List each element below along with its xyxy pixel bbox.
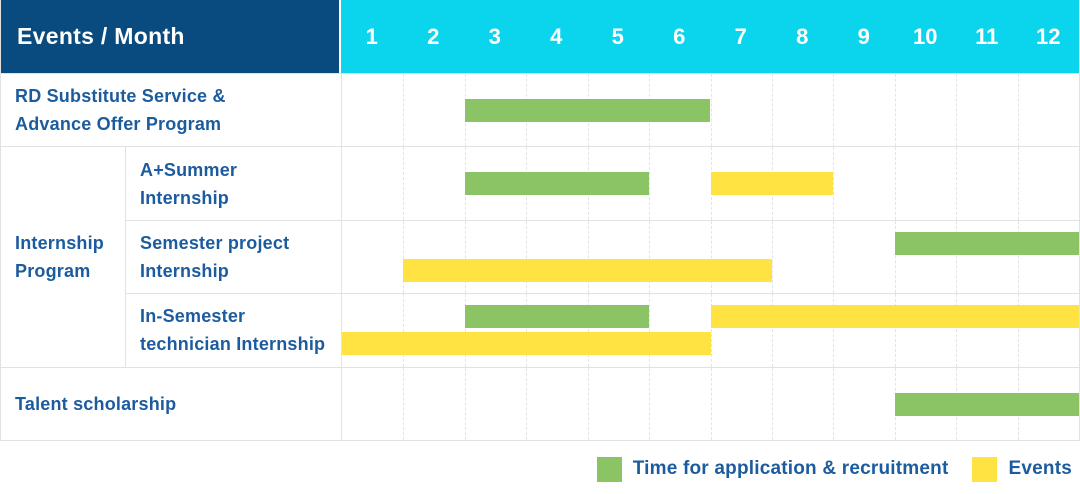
month-header-1: 1 — [365, 23, 378, 49]
month-gridline — [649, 220, 651, 294]
chart-cell — [341, 293, 1079, 367]
month-gridline — [956, 294, 958, 367]
month-gridline — [587, 367, 589, 440]
legend-label-application: Time for application & recruitment — [632, 458, 949, 479]
chart-cell — [341, 146, 1079, 220]
month-header-2: 2 — [427, 23, 440, 49]
corner-header: Events / Month — [1, 0, 341, 73]
month-gridline — [833, 294, 835, 367]
month-gridline — [649, 367, 651, 440]
bar-events — [710, 172, 834, 196]
chart-cell — [341, 366, 1079, 440]
month-header-6: 6 — [673, 23, 686, 49]
month-gridline — [771, 294, 773, 367]
month-header-4: 4 — [550, 23, 563, 49]
month-header-9: 9 — [857, 23, 870, 49]
month-gridline — [526, 220, 528, 294]
month-gridline — [403, 147, 405, 220]
month-header-row: 1 2 3 4 5 6 7 8 9 10 11 12 — [341, 0, 1079, 73]
month-gridline — [833, 74, 835, 147]
month-gridline — [403, 367, 405, 440]
month-header-8: 8 — [796, 23, 809, 49]
month-gridline — [403, 294, 405, 367]
row-label: RD Substitute Service & Advance Offer Pr… — [1, 73, 341, 146]
month-gridline — [1017, 74, 1019, 147]
bar-application — [464, 172, 650, 196]
month-gridline — [587, 294, 589, 367]
month-gridline — [526, 367, 528, 440]
row-label: A+Summer Internship — [125, 146, 341, 220]
month-gridline — [771, 74, 773, 147]
month-gridline — [894, 74, 896, 147]
month-gridline — [894, 147, 896, 220]
month-gridline — [403, 220, 405, 294]
application-swatch-icon — [596, 456, 622, 482]
month-header-10: 10 — [913, 23, 938, 49]
legend-label-events: Events — [1008, 458, 1072, 479]
month-gridline — [833, 147, 835, 220]
month-header-7: 7 — [734, 23, 747, 49]
bar-application — [894, 392, 1079, 416]
month-gridline — [956, 74, 958, 147]
bar-events — [403, 258, 772, 282]
month-gridline — [771, 367, 773, 440]
month-gridline — [710, 367, 712, 440]
month-gridline — [710, 74, 712, 147]
chart-cell — [341, 219, 1079, 294]
legend-item-application: Time for application & recruitment — [596, 456, 949, 482]
month-gridline — [956, 147, 958, 220]
month-gridline — [526, 294, 528, 367]
month-gridline — [403, 74, 405, 147]
month-header-12: 12 — [1036, 23, 1061, 49]
group-label-internship-program: Internship Program — [1, 146, 125, 366]
month-gridline — [833, 367, 835, 440]
chart-cell — [341, 73, 1079, 147]
month-gridline — [710, 294, 712, 367]
month-gridline — [464, 294, 466, 367]
legend: Time for application & recruitment Event… — [596, 452, 1072, 486]
month-header-5: 5 — [611, 23, 624, 49]
row-label: Semester project Internship — [125, 219, 341, 294]
bar-application — [894, 231, 1079, 255]
bar-events — [710, 305, 1079, 329]
month-gridline — [710, 220, 712, 294]
month-gridline — [1017, 220, 1019, 294]
month-gridline — [956, 220, 958, 294]
events-swatch-icon — [972, 456, 998, 482]
month-gridline — [771, 220, 773, 294]
month-gridline — [833, 220, 835, 294]
bar-application — [464, 99, 711, 122]
legend-item-events: Events — [972, 456, 1072, 482]
month-gridline — [649, 147, 651, 220]
month-gridline — [1017, 147, 1019, 220]
month-gridline — [649, 294, 651, 367]
row-label: Talent scholarship — [1, 366, 341, 440]
month-gridline — [464, 220, 466, 294]
month-header-11: 11 — [975, 23, 999, 49]
month-gridline — [587, 220, 589, 294]
month-header-3: 3 — [488, 23, 501, 49]
month-gridline — [464, 367, 466, 440]
bar-events — [342, 332, 711, 356]
month-gridline — [1017, 294, 1019, 367]
row-label: In-Semester technician Internship — [125, 293, 341, 367]
bar-application — [464, 305, 650, 329]
month-gridline — [894, 220, 896, 294]
gantt-table: Events / Month 1 2 3 4 5 6 7 8 9 10 11 12 RD Substi… — [0, 0, 1080, 441]
month-gridline — [894, 294, 896, 367]
